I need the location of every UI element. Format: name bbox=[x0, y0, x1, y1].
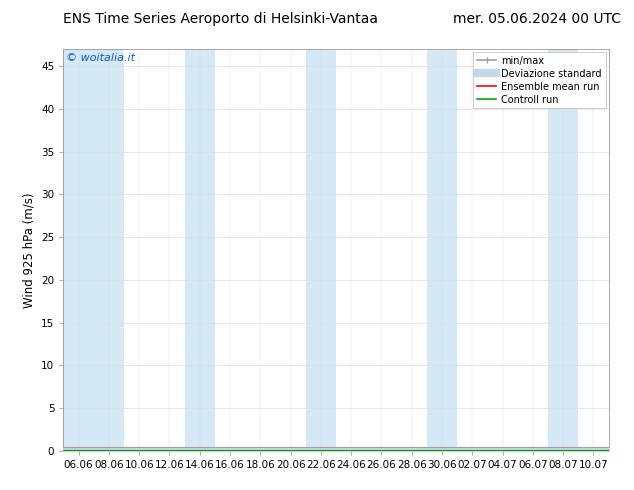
Bar bbox=[63, 49, 124, 451]
Bar bbox=[306, 49, 336, 451]
Legend: min/max, Deviazione standard, Ensemble mean run, Controll run: min/max, Deviazione standard, Ensemble m… bbox=[473, 52, 605, 108]
Bar bbox=[427, 49, 457, 451]
Text: mer. 05.06.2024 00 UTC: mer. 05.06.2024 00 UTC bbox=[453, 12, 621, 26]
Text: © woitalia.it: © woitalia.it bbox=[66, 53, 135, 63]
Bar bbox=[184, 49, 215, 451]
Bar bbox=[548, 49, 578, 451]
Y-axis label: Wind 925 hPa (m/s): Wind 925 hPa (m/s) bbox=[23, 192, 36, 308]
Text: ENS Time Series Aeroporto di Helsinki-Vantaa: ENS Time Series Aeroporto di Helsinki-Va… bbox=[63, 12, 378, 26]
